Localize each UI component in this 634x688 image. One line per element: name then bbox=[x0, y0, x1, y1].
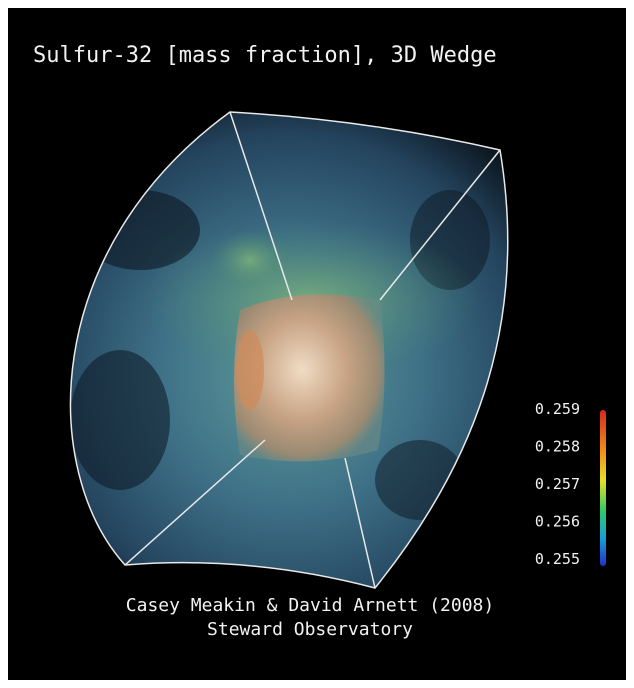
wedge-outline bbox=[69, 111, 509, 589]
colorbar-tick-label: 0.257 bbox=[535, 475, 580, 493]
colorbar-tick-label: 0.255 bbox=[535, 550, 580, 568]
credit-institution: Steward Observatory bbox=[207, 619, 413, 640]
colorbar bbox=[600, 410, 606, 566]
credit-authors: Casey Meakin & David Arnett (2008) bbox=[126, 595, 494, 616]
colorbar-tick-label: 0.259 bbox=[535, 400, 580, 418]
colorbar-tick-label: 0.258 bbox=[535, 438, 580, 456]
core bbox=[234, 294, 385, 462]
colorbar-ticks: 0.259 0.258 0.257 0.256 0.255 bbox=[535, 400, 580, 568]
title: Sulfur-32 [mass fraction], 3D Wedge bbox=[33, 43, 497, 68]
colorbar-tick-label: 0.256 bbox=[535, 513, 580, 531]
